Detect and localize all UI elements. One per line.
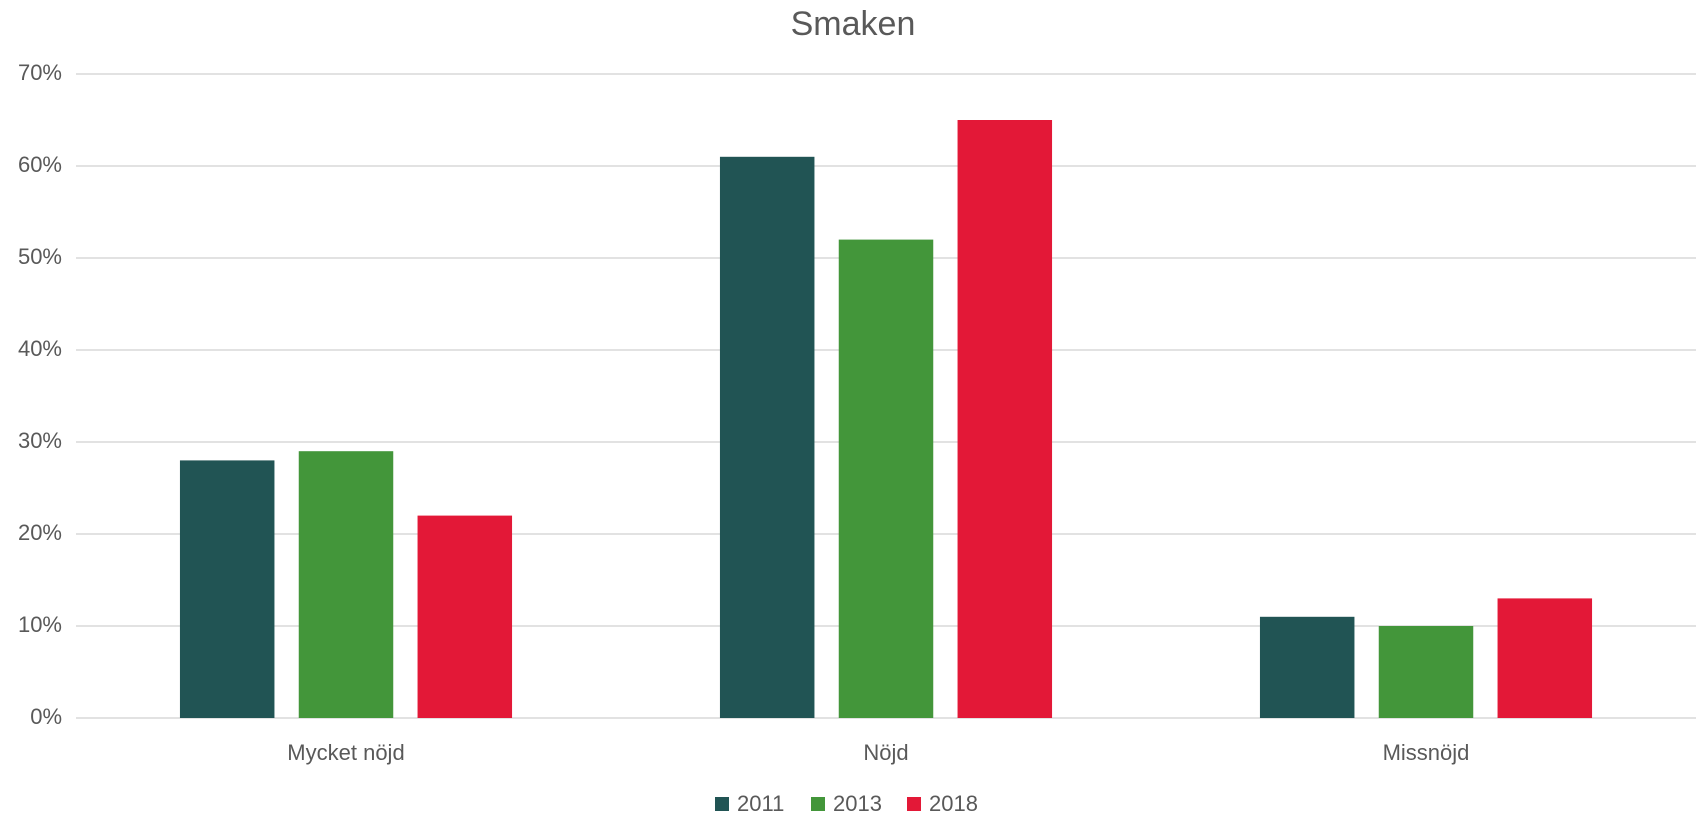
y-tick-label: 10% <box>18 612 62 637</box>
y-tick-label: 30% <box>18 428 62 453</box>
y-tick-label: 0% <box>30 704 62 729</box>
y-tick-label: 70% <box>18 60 62 85</box>
chart-title: Smaken <box>791 5 916 43</box>
x-tick-label: Nöjd <box>863 740 908 765</box>
bar <box>1497 598 1593 718</box>
legend-label: 2018 <box>929 791 978 816</box>
bar <box>179 460 275 718</box>
x-tick-label: Mycket nöjd <box>287 740 404 765</box>
bar <box>298 451 394 718</box>
bar <box>1378 626 1474 718</box>
x-tick-label: Missnöjd <box>1383 740 1470 765</box>
legend-swatch <box>715 797 729 811</box>
y-tick-label: 50% <box>18 244 62 269</box>
legend-swatch <box>811 797 825 811</box>
y-tick-label: 20% <box>18 520 62 545</box>
bar <box>719 156 815 719</box>
y-tick-label: 60% <box>18 152 62 177</box>
legend-label: 2013 <box>833 791 882 816</box>
bar <box>957 120 1053 718</box>
legend-label: 2011 <box>737 791 784 816</box>
bar <box>838 239 934 718</box>
y-tick-label: 40% <box>18 336 62 361</box>
bar <box>417 515 513 718</box>
legend-swatch <box>907 797 921 811</box>
bar <box>1259 616 1355 718</box>
